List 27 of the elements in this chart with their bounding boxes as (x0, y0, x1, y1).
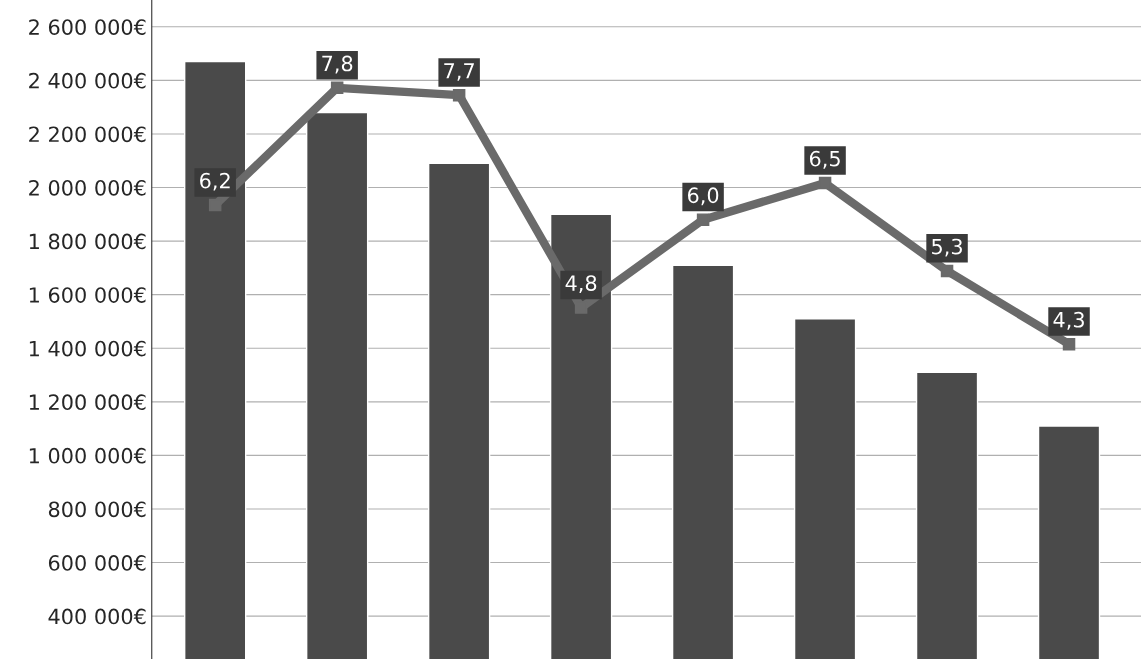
point (818, 176, 832, 190)
y-tick-label: 2 000 000€ (29, 179, 146, 196)
point (330, 81, 344, 95)
y-tick-label: 400 000€ (48, 608, 146, 625)
y-tick-label: 1 800 000€ (29, 233, 146, 250)
point (696, 213, 710, 226)
y-tick-label: 1 400 000€ (29, 340, 146, 357)
data-label: 6,0 (687, 187, 719, 206)
y-tick-label: 2 600 000€ (29, 19, 146, 35)
point (208, 198, 222, 212)
point (1062, 337, 1076, 351)
data-label: 6,2 (200, 172, 230, 191)
point (940, 264, 954, 278)
y-tick-label: 1 200 000€ (29, 394, 146, 411)
y-tick-label: 2 400 000€ (29, 72, 146, 89)
data-label: 4,3 (1053, 311, 1084, 330)
y-tick-label: 1 000 000€ (29, 447, 146, 464)
data-label: 6,5 (809, 150, 840, 169)
data-label: 7,8 (322, 55, 353, 74)
y-tick-label: 1 600 000€ (29, 287, 146, 303)
data-label: 5,3 (932, 238, 962, 257)
y-tick-label: 2 200 000€ (29, 126, 146, 143)
point (452, 88, 466, 102)
data-label: 7,7 (444, 63, 474, 81)
y-tick-label: 600 000€ (48, 555, 146, 571)
y-tick-label: 800 000€ (48, 501, 146, 518)
data-label: 4,8 (565, 275, 597, 294)
